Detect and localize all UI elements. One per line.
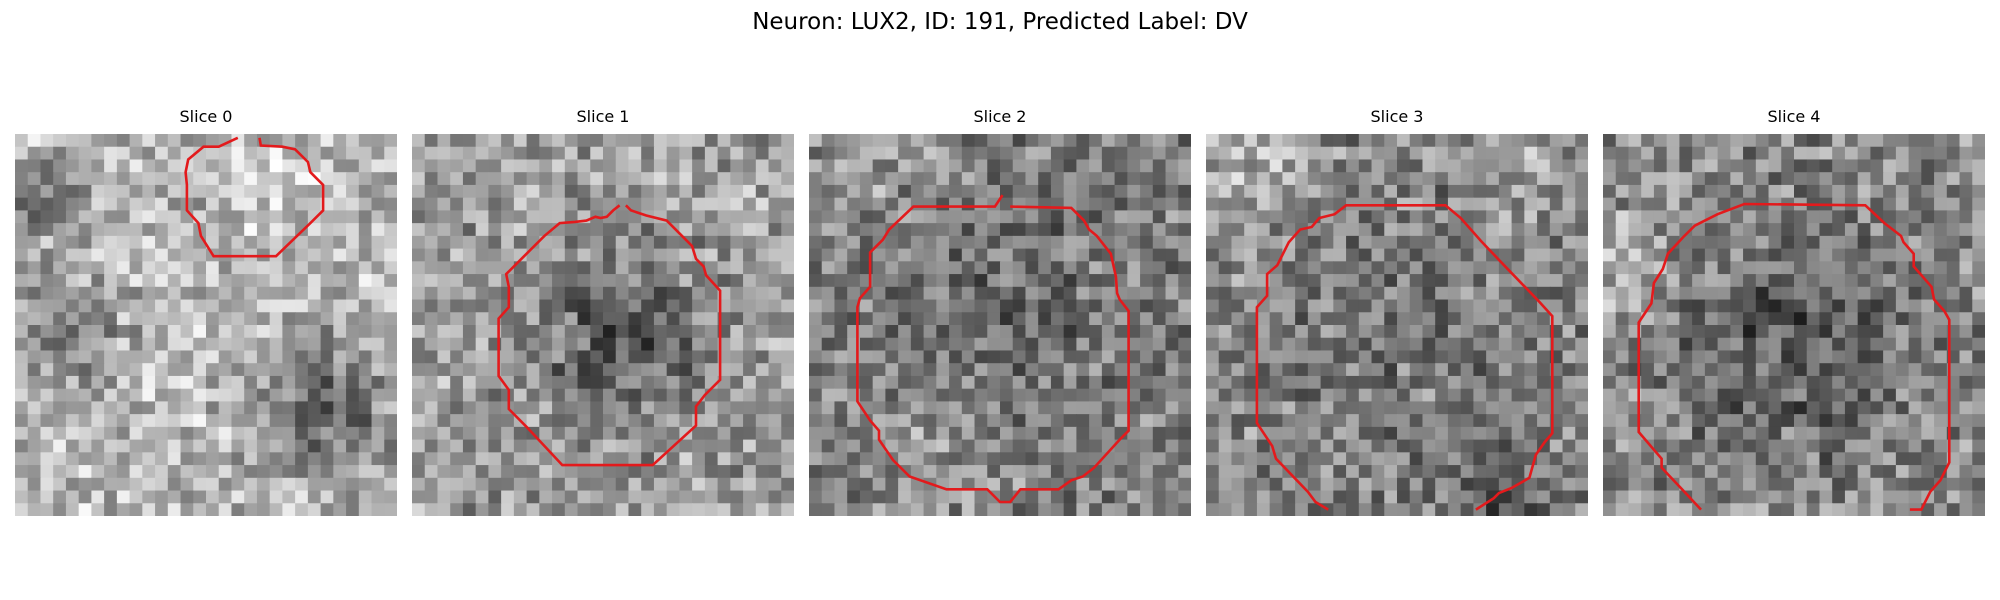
pixel-grid [1206,134,1588,516]
pixel-grid [809,134,1191,516]
slice-title: Slice 1 [576,107,630,126]
slice-image-2 [809,134,1191,516]
slice-title: Slice 4 [1767,107,1821,126]
slice-image-0 [15,134,397,516]
slice-title: Slice 3 [1370,107,1424,126]
roi-contour [497,204,722,467]
slice-image-4 [1603,134,1985,516]
slice-title: Slice 2 [973,107,1027,126]
pixel-grid [15,134,397,516]
slice-title: Slice 0 [179,107,233,126]
slice-image-3 [1206,134,1588,516]
roi-contour [1637,202,1951,511]
slice-image-1 [412,134,794,516]
roi-contour [184,136,325,258]
pixel-grid [412,134,794,516]
roi-contour [856,194,1130,504]
figure-title: Neuron: LUX2, ID: 191, Predicted Label: … [752,9,1248,35]
roi-contour [1255,204,1554,511]
pixel-grid [1603,134,1985,516]
